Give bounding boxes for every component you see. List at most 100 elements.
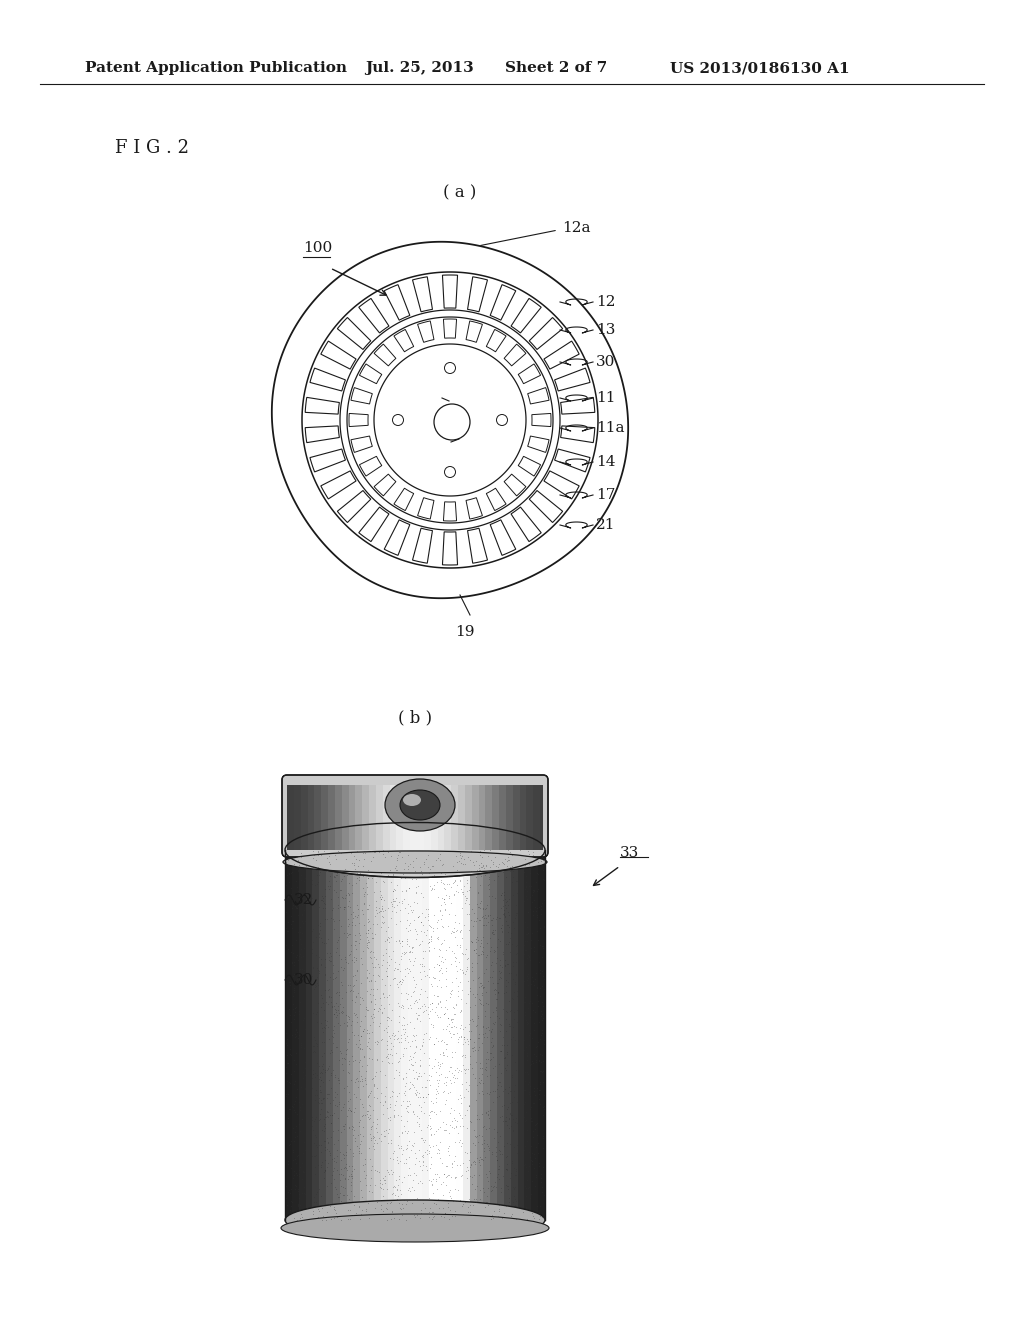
Point	[319, 1131, 336, 1152]
Point	[337, 896, 353, 917]
Point	[463, 1155, 479, 1176]
Point	[484, 1057, 501, 1078]
Point	[358, 966, 375, 987]
Point	[367, 1175, 383, 1196]
Point	[394, 890, 411, 911]
Point	[395, 1069, 412, 1090]
Point	[393, 892, 410, 913]
Point	[393, 931, 410, 952]
Point	[429, 986, 445, 1007]
Point	[309, 993, 326, 1014]
Point	[509, 912, 525, 933]
Point	[513, 942, 529, 964]
Point	[353, 1026, 370, 1047]
Point	[434, 1111, 451, 1133]
Point	[492, 1126, 508, 1147]
Point	[506, 1177, 522, 1199]
Point	[346, 1084, 362, 1105]
Point	[470, 1082, 486, 1104]
Point	[490, 1007, 507, 1028]
Point	[352, 1015, 369, 1036]
Point	[344, 915, 360, 936]
Point	[425, 904, 441, 925]
Point	[514, 1092, 530, 1113]
Point	[486, 1200, 503, 1221]
Point	[359, 1019, 376, 1040]
Point	[370, 866, 386, 887]
Point	[450, 975, 466, 997]
Point	[497, 906, 513, 927]
Point	[465, 1195, 481, 1216]
Point	[341, 1166, 357, 1187]
Point	[476, 1130, 493, 1151]
Point	[402, 920, 419, 941]
Point	[281, 972, 297, 993]
Point	[313, 1012, 330, 1034]
Point	[446, 870, 463, 891]
Point	[376, 890, 392, 911]
Point	[513, 957, 529, 978]
Point	[362, 1096, 379, 1117]
Point	[453, 1092, 469, 1113]
Point	[397, 1193, 414, 1214]
Point	[301, 1113, 317, 1134]
Point	[509, 883, 525, 904]
Point	[446, 1200, 463, 1221]
Point	[495, 941, 511, 962]
Point	[436, 899, 453, 920]
Point	[296, 871, 312, 892]
Point	[306, 1040, 323, 1061]
Point	[483, 1027, 500, 1048]
Point	[459, 887, 475, 908]
Point	[535, 1061, 551, 1082]
Point	[306, 1110, 323, 1131]
Point	[462, 849, 478, 870]
Text: 30: 30	[596, 355, 615, 370]
Point	[375, 1094, 391, 1115]
Point	[504, 857, 520, 878]
Point	[305, 1204, 322, 1225]
Point	[483, 1022, 500, 1043]
Point	[494, 1015, 510, 1036]
Point	[532, 849, 549, 870]
Point	[403, 1048, 420, 1069]
Point	[423, 931, 439, 952]
Point	[442, 953, 459, 974]
Point	[433, 1031, 450, 1052]
Point	[483, 1031, 500, 1052]
Point	[280, 887, 296, 908]
Point	[353, 900, 370, 921]
Point	[409, 892, 425, 913]
Point	[325, 1019, 341, 1040]
Point	[362, 1127, 379, 1148]
Point	[531, 1080, 548, 1101]
Point	[447, 1167, 464, 1188]
Point	[280, 1028, 296, 1049]
Point	[305, 1003, 322, 1024]
Point	[392, 970, 409, 991]
Point	[406, 969, 422, 990]
Point	[530, 878, 547, 899]
Point	[288, 1126, 304, 1147]
Point	[462, 1053, 478, 1074]
Point	[321, 1106, 337, 1127]
Point	[518, 931, 535, 952]
Point	[428, 1121, 444, 1142]
Point	[393, 1138, 410, 1159]
Point	[509, 986, 525, 1007]
Point	[334, 1053, 350, 1074]
Point	[433, 975, 450, 997]
Point	[366, 1133, 382, 1154]
Point	[463, 1154, 479, 1175]
Point	[302, 1071, 318, 1092]
Point	[525, 1044, 542, 1065]
Point	[466, 1150, 482, 1171]
Point	[406, 1077, 422, 1098]
Point	[313, 1185, 330, 1206]
Point	[309, 843, 326, 865]
Point	[494, 1035, 510, 1056]
Polygon shape	[511, 298, 542, 333]
Point	[323, 1092, 339, 1113]
Point	[479, 933, 496, 954]
Text: 11: 11	[596, 391, 615, 405]
